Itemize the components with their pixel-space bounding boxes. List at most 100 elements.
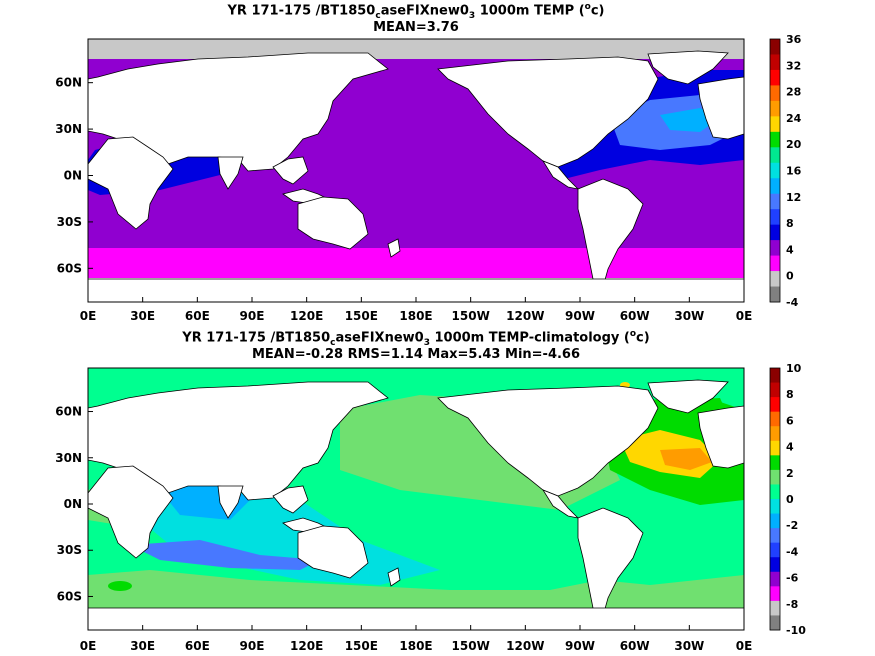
colorbar-tick-label: 0: [786, 493, 794, 506]
colorbar-tick-label: 2: [786, 467, 794, 480]
colorbar-tick-label: -10: [786, 624, 806, 637]
y-tick-label: 60S: [57, 261, 82, 275]
colorbar-tick-label: 12: [786, 191, 801, 204]
colorbar-tick-label: 4: [786, 441, 794, 454]
colorbar-swatch: [770, 147, 780, 164]
colorbar-swatch: [770, 557, 780, 573]
x-tick-label: 0E: [736, 309, 753, 323]
colorbar-swatch: [770, 397, 780, 413]
y-tick-label: 60N: [55, 76, 82, 90]
y-tick-label: 60N: [55, 405, 82, 419]
colorbar-swatch: [770, 224, 780, 241]
colorbar-swatch: [770, 600, 780, 616]
x-tick-label: 120E: [290, 639, 323, 653]
colorbar-swatch: [770, 615, 780, 631]
x-tick-label: 90E: [240, 309, 265, 323]
x-tick-label: 90E: [240, 639, 265, 653]
y-tick-label: 0N: [64, 169, 82, 183]
colorbar-tick-label: -6: [786, 572, 799, 585]
colorbar-swatch: [770, 499, 780, 515]
x-tick-label: 30W: [674, 309, 704, 323]
colorbar-swatch: [770, 368, 780, 384]
colorbar-swatch: [770, 54, 780, 71]
colorbar-swatch: [770, 571, 780, 587]
colorbar-tick-label: 10: [786, 362, 802, 375]
x-tick-label: 90W: [565, 309, 595, 323]
colorbar-swatch: [770, 69, 780, 86]
x-tick-label: 150E: [345, 639, 378, 653]
colorbar-tick-label: 36: [786, 33, 802, 46]
colorbar-tick-label: 8: [786, 217, 794, 230]
y-tick-label: 0N: [64, 497, 82, 511]
colorbar-tick-label: -4: [786, 296, 799, 309]
x-tick-label: 0E: [80, 639, 97, 653]
colorbar-swatch: [770, 39, 780, 55]
colorbar-tick-label: 28: [786, 86, 801, 99]
colorbar-swatch: [770, 116, 780, 133]
colorbar-swatch: [770, 440, 780, 456]
x-tick-label: 60E: [185, 639, 210, 653]
colorbar-tick-label: -8: [786, 598, 798, 611]
colorbar-tick-label: 16: [786, 165, 802, 178]
x-tick-label: 120W: [506, 309, 544, 323]
x-tick-label: 180E: [399, 639, 432, 653]
x-tick-label: 30E: [130, 309, 155, 323]
colorbar-swatch: [770, 542, 780, 558]
colorbar-swatch: [770, 209, 780, 226]
x-tick-label: 120W: [506, 639, 544, 653]
colorbar-swatch: [770, 100, 780, 117]
x-tick-label: 0E: [80, 309, 97, 323]
y-tick-label: 30N: [55, 451, 82, 465]
x-tick-label: 60W: [620, 309, 650, 323]
colorbar-swatch: [770, 162, 780, 179]
x-tick-label: 0E: [736, 639, 753, 653]
x-tick-label: 30W: [674, 639, 704, 653]
colorbar-swatch: [770, 240, 780, 257]
panel1-title: YR 171-175 /BT1850caseFIXnew03 1000m TEM…: [227, 2, 605, 21]
colorbar-swatch: [770, 178, 780, 195]
colorbar-swatch: [770, 411, 780, 427]
colorbar-swatch: [770, 484, 780, 500]
colorbar-swatch: [770, 193, 780, 210]
colorbar-tick-label: -4: [786, 545, 799, 558]
panel2-map: [88, 368, 744, 630]
colorbar-swatch: [770, 85, 780, 102]
panel1-stats: MEAN=3.76: [373, 20, 459, 35]
colorbar-tick-label: 0: [786, 270, 794, 283]
x-tick-label: 90W: [565, 639, 595, 653]
x-tick-label: 60W: [620, 639, 650, 653]
colorbar-swatch: [770, 131, 780, 148]
axes: 0E 30E 60E 90E 120E 150E 180E 150W 120W 90W 60W 30W…: [55, 76, 752, 653]
colorbar-frame: [769, 38, 781, 303]
panel2-title: YR 171-175 /BT1850caseFIXnew03 1000m TEM…: [182, 329, 650, 348]
colorbar-swatch: [770, 255, 780, 272]
y-tick-label: 30N: [55, 122, 82, 136]
colorbar-swatch: [770, 271, 780, 288]
colorbar-tick-label: 8: [786, 388, 794, 401]
colorbar-swatch: [770, 286, 780, 303]
colorbar-tick-label: 6: [786, 414, 794, 427]
colorbar-swatch: [770, 586, 780, 602]
colorbar-swatch: [770, 513, 780, 529]
panel2-stats: MEAN=-0.28 RMS=1.14 Max=5.43 Min=-4.66: [251, 347, 581, 362]
colorbar-tick-label: 20: [786, 138, 802, 151]
colorbar-swatch: [770, 382, 780, 398]
colorbar-swatch: [770, 455, 780, 471]
y-tick-label: 60S: [57, 589, 82, 603]
colorbar-swatch: [770, 426, 780, 442]
x-tick-label: 30E: [130, 639, 155, 653]
x-tick-label: 150W: [452, 309, 490, 323]
y-tick-label: 30S: [57, 215, 82, 229]
x-tick-label: 150E: [345, 309, 378, 323]
colorbar-frame: [769, 367, 781, 631]
colorbar-tick-label: 4: [786, 243, 794, 256]
colorbar-tick-label: 32: [786, 59, 801, 72]
panel1-map: [88, 39, 744, 302]
colorbar-swatch: [770, 469, 780, 485]
x-tick-label: 120E: [290, 309, 323, 323]
colorbar-tick-label: -2: [786, 519, 798, 532]
x-tick-label: 60E: [185, 309, 210, 323]
colorbar-swatch: [770, 528, 780, 544]
